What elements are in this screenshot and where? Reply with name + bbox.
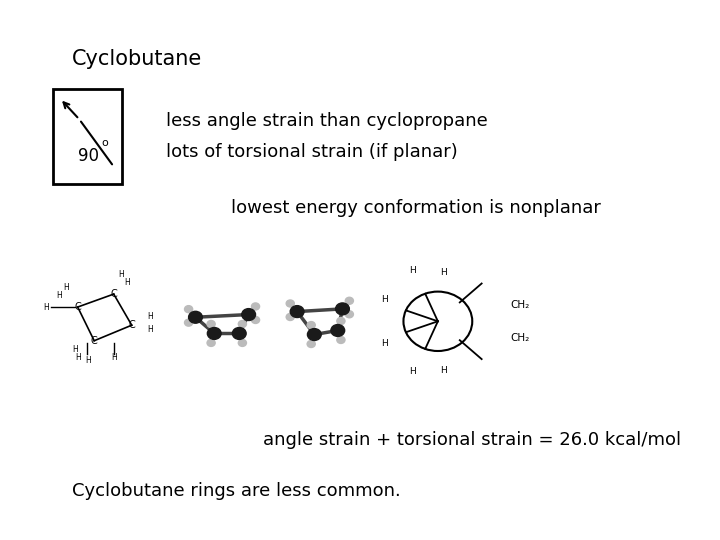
Text: H: H <box>409 367 415 376</box>
Text: CH₂: CH₂ <box>510 300 529 310</box>
Circle shape <box>336 303 349 315</box>
Circle shape <box>207 339 215 347</box>
Text: H: H <box>409 266 415 275</box>
Circle shape <box>337 336 345 343</box>
Text: C: C <box>128 320 135 330</box>
Circle shape <box>286 300 294 307</box>
Circle shape <box>207 321 215 327</box>
Text: H: H <box>63 283 69 292</box>
Text: H: H <box>56 291 62 300</box>
Circle shape <box>331 325 345 336</box>
Text: H: H <box>73 345 78 354</box>
Text: H: H <box>381 294 388 303</box>
Circle shape <box>346 310 354 318</box>
Text: H: H <box>85 356 91 364</box>
Text: H: H <box>148 312 153 321</box>
Circle shape <box>307 328 321 341</box>
Circle shape <box>337 318 345 325</box>
Circle shape <box>307 341 315 348</box>
Circle shape <box>238 339 246 347</box>
Text: H: H <box>440 366 446 375</box>
Circle shape <box>346 297 354 304</box>
Text: C: C <box>110 289 117 299</box>
Text: C: C <box>91 336 98 346</box>
Text: H: H <box>75 353 81 362</box>
Text: less angle strain than cyclopropane: less angle strain than cyclopropane <box>166 112 487 131</box>
Text: CH₂: CH₂ <box>510 333 529 343</box>
Text: H: H <box>118 270 124 279</box>
Circle shape <box>251 303 260 310</box>
Text: Cyclobutane rings are less common.: Cyclobutane rings are less common. <box>72 482 401 501</box>
Circle shape <box>189 311 202 323</box>
Text: C: C <box>74 302 81 312</box>
Text: o: o <box>102 138 108 147</box>
Circle shape <box>184 306 193 313</box>
Circle shape <box>307 322 315 328</box>
Text: angle strain + torsional strain = 26.0 kcal/mol: angle strain + torsional strain = 26.0 k… <box>263 431 681 449</box>
Text: lots of torsional strain (if planar): lots of torsional strain (if planar) <box>166 143 457 161</box>
Circle shape <box>207 327 221 339</box>
Text: H: H <box>148 325 153 334</box>
Text: Cyclobutane: Cyclobutane <box>72 49 202 69</box>
Circle shape <box>184 319 193 326</box>
Circle shape <box>251 316 260 323</box>
Circle shape <box>242 308 256 320</box>
Text: H: H <box>381 339 388 348</box>
Circle shape <box>233 327 246 339</box>
Text: H: H <box>125 278 130 287</box>
Circle shape <box>290 306 304 318</box>
Circle shape <box>238 321 246 327</box>
Text: 90: 90 <box>78 147 99 165</box>
Text: lowest energy conformation is nonplanar: lowest energy conformation is nonplanar <box>231 199 601 217</box>
Circle shape <box>286 313 294 321</box>
Text: H: H <box>43 302 49 312</box>
FancyBboxPatch shape <box>53 89 122 184</box>
Text: H: H <box>111 353 117 362</box>
Text: H: H <box>440 268 446 277</box>
